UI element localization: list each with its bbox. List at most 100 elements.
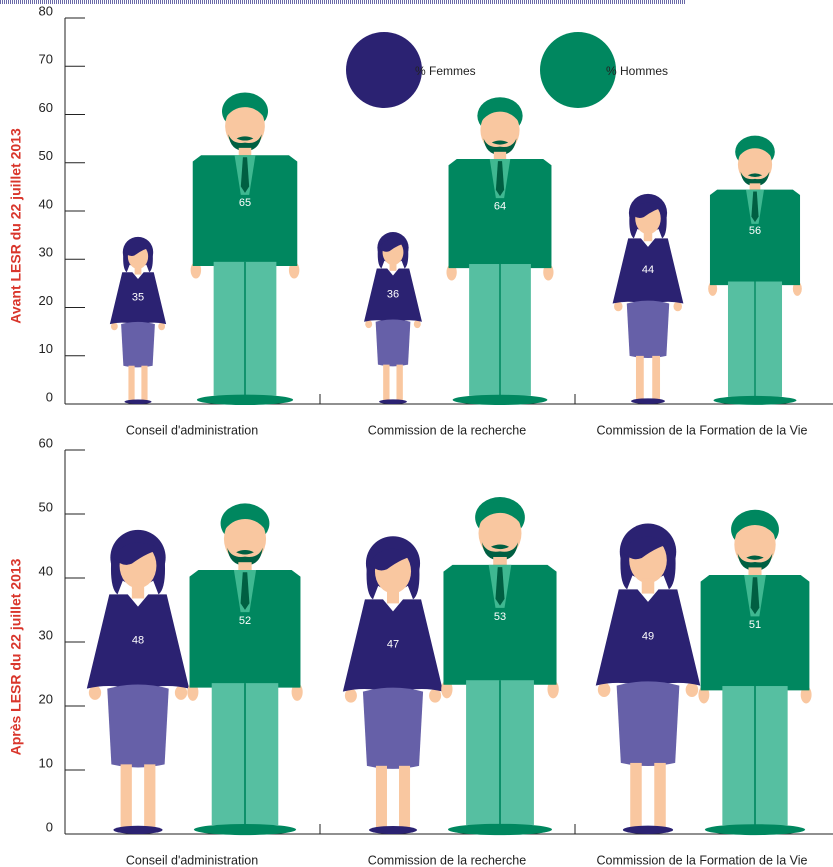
skirt — [362, 687, 424, 769]
value-label: 49 — [642, 630, 654, 642]
beard — [227, 547, 263, 566]
feet — [622, 825, 674, 835]
neck — [748, 567, 762, 579]
value-label: 48 — [132, 634, 144, 646]
hand — [429, 688, 442, 703]
y-axis-label: Après LESR du 22 juillet 2013 — [8, 558, 24, 755]
blouse — [364, 268, 422, 323]
hand — [597, 682, 611, 698]
value-label: 44 — [642, 264, 654, 276]
value-label: 65 — [239, 197, 251, 209]
leg — [630, 762, 642, 828]
y-tick-label: 40 — [39, 563, 53, 578]
figure — [595, 523, 701, 835]
neck — [131, 584, 145, 599]
beard — [740, 171, 770, 187]
figure — [342, 536, 444, 834]
blouse — [612, 238, 684, 305]
hand — [614, 301, 623, 312]
tie — [495, 567, 505, 606]
value-label: 47 — [387, 638, 399, 650]
jacket — [709, 189, 801, 286]
leg — [375, 765, 387, 828]
face — [223, 514, 267, 564]
leg — [399, 765, 411, 828]
tie — [751, 191, 759, 223]
feet — [452, 394, 548, 406]
skirt — [121, 321, 155, 368]
figure — [187, 503, 303, 836]
figure — [441, 497, 559, 836]
leg — [396, 364, 403, 401]
leg — [383, 364, 390, 401]
face — [478, 508, 522, 559]
neck — [238, 562, 252, 574]
hand — [698, 686, 710, 704]
value-label: 52 — [239, 615, 251, 627]
figure — [446, 97, 554, 406]
fringe — [113, 542, 163, 565]
figure — [612, 193, 684, 404]
y-tick-label: 20 — [39, 293, 53, 308]
y-tick-label: 50 — [39, 148, 53, 163]
neck — [749, 183, 761, 193]
x-tick-label: Commission de la recherche — [368, 853, 526, 867]
feet — [368, 825, 418, 834]
y-tick-label: 60 — [39, 100, 53, 115]
jacket — [192, 155, 298, 267]
figure — [190, 92, 300, 406]
hair-top — [477, 501, 523, 527]
tie — [495, 161, 505, 197]
skirt — [616, 681, 680, 767]
face — [480, 107, 520, 153]
leg — [654, 762, 666, 828]
beard — [481, 542, 519, 561]
blouse — [595, 589, 701, 688]
legend-label: % Femmes — [415, 64, 476, 78]
y-tick-label: 10 — [39, 755, 53, 770]
beard — [737, 553, 773, 571]
feet — [196, 394, 294, 406]
value-label: 64 — [494, 200, 506, 212]
skirt — [107, 684, 169, 768]
skirt — [626, 300, 670, 359]
hand — [158, 322, 166, 331]
face — [737, 144, 773, 185]
leg — [120, 764, 132, 828]
y-tick-label: 50 — [39, 499, 53, 514]
neck — [389, 262, 397, 271]
feet — [631, 398, 665, 404]
leg — [128, 365, 135, 401]
tie — [240, 572, 250, 610]
figure — [698, 509, 812, 836]
jacket — [443, 564, 557, 685]
y-tick-label: 80 — [39, 3, 53, 18]
tie — [750, 577, 760, 615]
hand — [344, 688, 357, 703]
neck — [134, 266, 142, 275]
leg — [652, 355, 661, 400]
hand — [685, 682, 699, 698]
y-tick-label: 40 — [39, 196, 53, 211]
y-tick-label: 0 — [46, 389, 53, 404]
feet — [447, 823, 553, 836]
figure — [708, 135, 802, 405]
figure — [109, 236, 167, 404]
hand — [543, 264, 554, 281]
face — [734, 520, 776, 569]
hand — [800, 686, 812, 704]
y-tick-label: 10 — [39, 341, 53, 356]
jacket — [189, 569, 301, 688]
beard — [228, 134, 262, 152]
y-tick-label: 70 — [39, 52, 53, 67]
hand — [413, 320, 421, 329]
hand — [174, 685, 188, 700]
y-tick-label: 30 — [39, 627, 53, 642]
fringe — [124, 243, 152, 257]
legend-swatch — [346, 32, 422, 108]
y-axis-label: Avant LESR du 22 juillet 2013 — [8, 128, 24, 324]
hair-top — [222, 507, 268, 533]
feet — [704, 824, 806, 836]
leg — [144, 764, 156, 828]
